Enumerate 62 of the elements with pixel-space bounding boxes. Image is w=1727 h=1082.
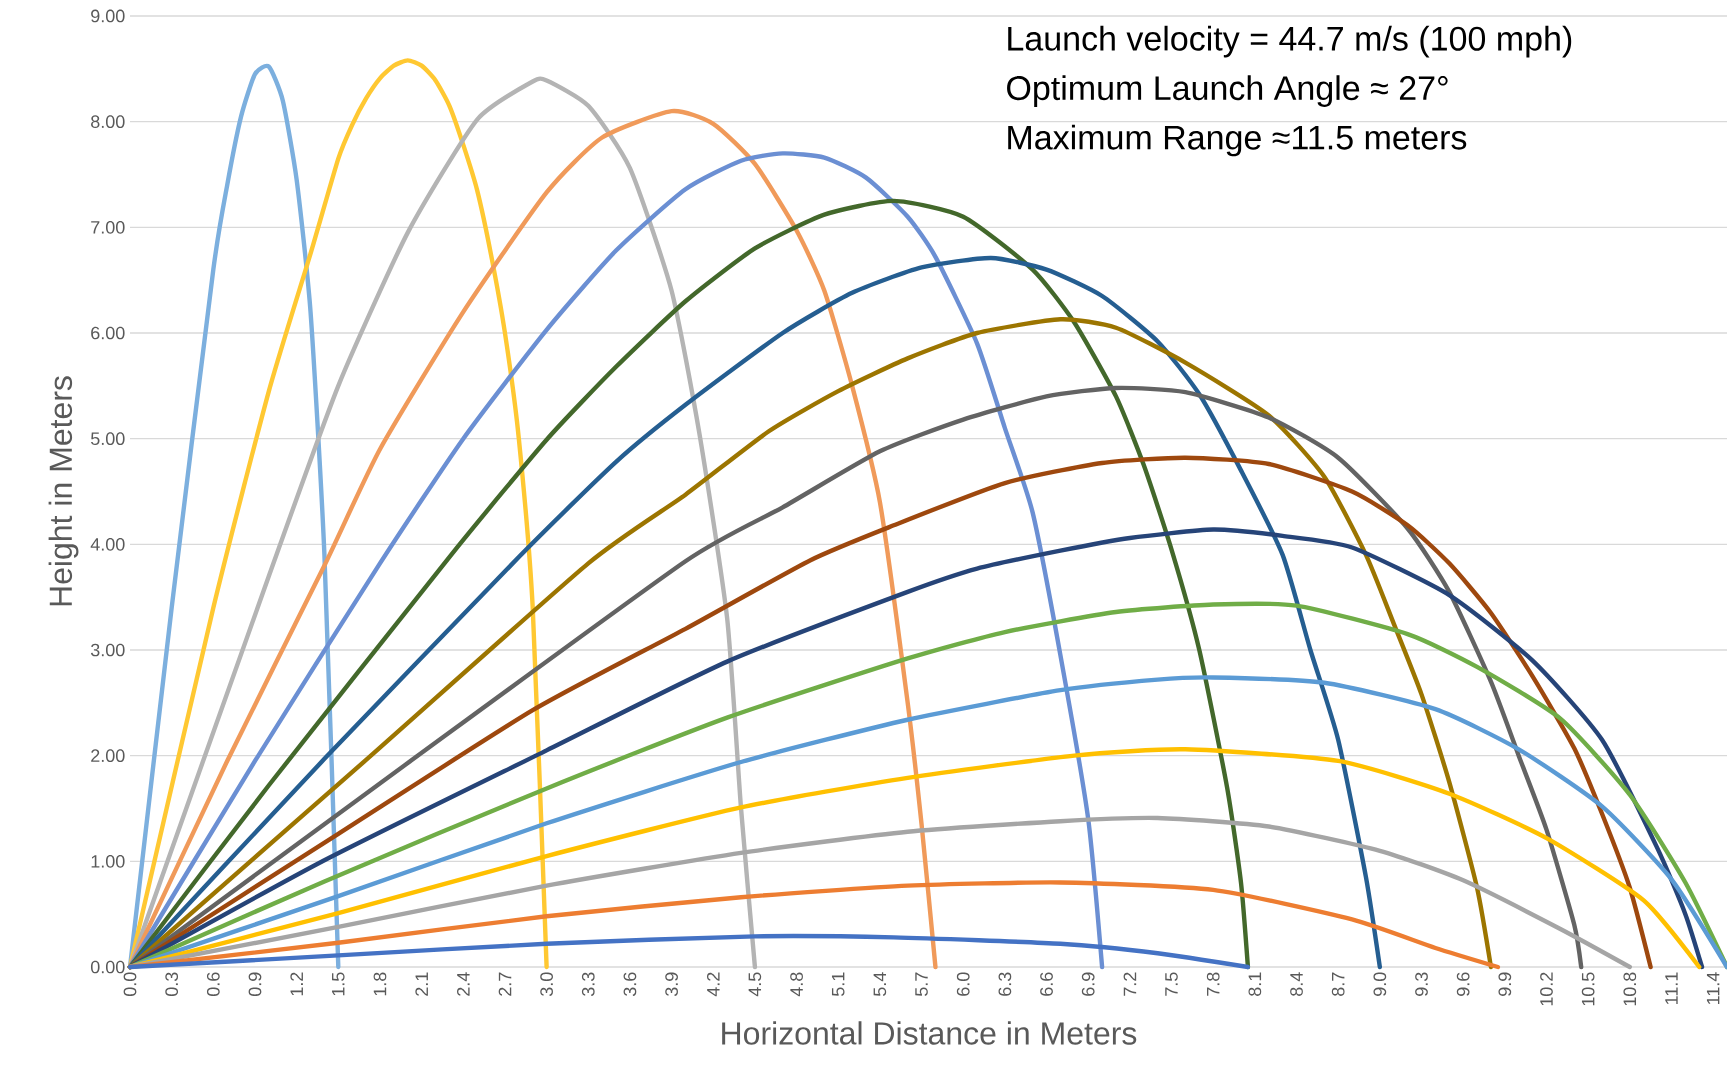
annotation: Optimum Launch Angle ≈ 27°	[1007, 75, 1448, 107]
x-tick-label: 3.3	[581, 972, 595, 997]
x-tick-label: 3.0	[540, 972, 553, 997]
x-tick-label: 9.6	[1456, 972, 1470, 996]
x-tick-label: 6.3	[998, 972, 1012, 996]
x-tick-label: 5.1	[831, 972, 845, 997]
x-tick-label: 9.9	[1498, 972, 1512, 996]
y-tick-label: 1.00	[91, 854, 125, 868]
y-tick-label: 7.00	[91, 220, 125, 234]
y-tick-label: 3.00	[90, 643, 125, 657]
x-tick-label: 2.7	[498, 972, 512, 996]
x-tick-label: 10.5	[1581, 972, 1595, 1006]
x-tick-label: 10.2	[1540, 972, 1553, 1006]
annotation: Maximum Range ≈11.5 meters	[1008, 124, 1467, 157]
y-tick-label: 9.00	[91, 9, 125, 23]
x-tick-label: 1.8	[373, 972, 387, 996]
x-tick-label: 8.1	[1248, 972, 1262, 996]
x-tick-label: 11.1	[1665, 972, 1678, 1005]
y-tick-label: 8.00	[91, 115, 125, 129]
x-tick-label: 7.5	[1165, 972, 1178, 996]
x-tick-label: 7.8	[1206, 972, 1220, 996]
x-tick-label: 2.4	[457, 972, 470, 996]
y-tick-label: 5.00	[90, 432, 125, 446]
x-tick-label: 1.5	[332, 972, 345, 996]
x-tick-label: 9.3	[1415, 972, 1428, 996]
x-tick-label: 6.9	[1081, 972, 1095, 996]
y-tick-label: 6.00	[91, 326, 125, 340]
x-tick-label: 0.9	[248, 972, 262, 997]
x-tick-label: 0.0	[123, 972, 137, 997]
line-series	[127, 64, 341, 970]
line-series	[127, 151, 1105, 970]
x-tick-label: 7.2	[1123, 972, 1137, 996]
x-tick-label: 6.0	[956, 972, 970, 996]
x-tick-label: 9.0	[1373, 972, 1387, 996]
x-tick-label: 10.8	[1623, 972, 1637, 1006]
x-tick-label: 11.4	[1706, 972, 1720, 1005]
line-series	[127, 675, 1727, 970]
x-tick-label: 3.6	[623, 972, 637, 997]
x-tick-label: 3.9	[665, 972, 678, 997]
line-series	[127, 77, 758, 970]
x-tick-label: 5.7	[915, 972, 928, 997]
line-series	[127, 58, 549, 970]
x-tick-label: 6.6	[1040, 972, 1053, 996]
x-tick-label: 8.4	[1290, 972, 1303, 996]
x-tick-label: 4.2	[706, 972, 720, 997]
y-tick-label: 2.00	[91, 749, 125, 763]
x-tick-label: 4.8	[790, 972, 803, 997]
line-series	[127, 933, 1251, 970]
line-series	[127, 108, 938, 970]
y-axis-title: Height in Meters	[48, 376, 79, 606]
x-tick-label: 1.2	[290, 972, 303, 996]
x-tick-label: 5.4	[873, 972, 887, 997]
x-tick-label: 4.5	[748, 972, 762, 997]
annotation: Launch velocity = 44.7 m/s (100 mph)	[1008, 25, 1572, 58]
y-tick-label: 4.00	[90, 537, 125, 551]
line-series	[127, 255, 1383, 970]
x-tick-label: 0.6	[206, 972, 220, 997]
x-tick-label: 2.1	[415, 972, 428, 996]
x-tick-label: 8.7	[1331, 972, 1345, 996]
x-tick-label: 0.3	[165, 972, 179, 997]
x-axis-title: Horizontal Distance in Meters	[722, 1021, 1137, 1045]
y-tick-label: 0.00	[90, 960, 125, 974]
